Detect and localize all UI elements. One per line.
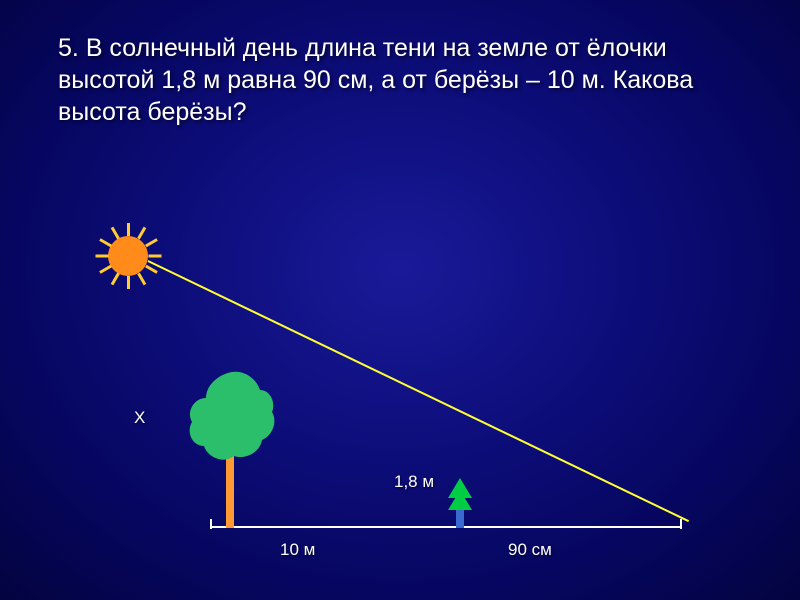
sun-ray [148,255,161,258]
sun-ray [137,227,146,240]
small-height-label: 1,8 м [394,472,434,492]
problem-body: В солнечный день длина тени на земле от … [58,34,693,126]
x-label: Х [134,408,145,428]
ground-tick [680,519,682,529]
sun-ray [127,223,130,236]
sun-ray [145,238,158,247]
sun-ray [99,238,112,247]
sun-ray [127,276,130,289]
problem-number: 5. [58,34,79,62]
ground-tick [210,519,212,529]
diagram: Х 1,8 м 10 м 90 см [40,200,760,580]
sun-ray [110,227,119,240]
small-shadow-label: 90 см [508,540,552,560]
sun-core [108,236,148,276]
tree-crown [186,368,278,464]
birch-shadow-label: 10 м [280,540,315,560]
problem-text: 5. В солнечный день длина тени на земле … [58,32,752,128]
sun-ray [137,273,146,286]
sun-ray [95,255,108,258]
sun-ray [110,273,119,286]
ground-line [210,526,682,528]
small-tree-tri [448,490,472,510]
sun-ray [99,265,112,274]
